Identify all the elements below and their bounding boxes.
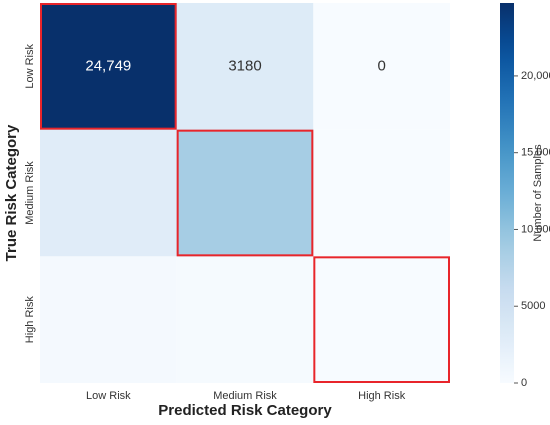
cell [40,129,177,257]
cell [313,129,450,257]
y-axis-title: True Risk Category [3,124,20,261]
x-axis-title: Predicted Risk Category [158,402,332,419]
cell [313,3,450,130]
cell-label: 0 [377,57,385,74]
cell-label: 24,749 [85,57,131,74]
colorbar-tick-label: 10,000 [521,223,550,235]
colorbar-tick-label: 5000 [521,300,545,312]
cell-label: 3180 [228,57,261,74]
x-tick-label: High Risk [358,390,406,402]
cell [176,129,314,257]
colorbar-tick-label: 20,000 [521,70,550,82]
colorbar-tick-label: 15,000 [521,147,550,159]
colorbar-tick-label: 0 [521,377,527,389]
highlight-box [176,129,314,257]
x-tick-label: Low Risk [86,390,131,402]
cell [40,3,177,130]
cell [40,256,177,383]
y-tick-label: High Risk [24,296,36,344]
colorbar [500,3,514,383]
highlight-box [313,256,451,384]
cell [176,256,314,383]
cell [313,256,450,383]
highlight-box [40,3,177,130]
cell [176,3,314,130]
colorbar-title: Number of Samples [532,144,544,242]
x-tick-label: Medium Risk [213,390,277,402]
y-tick-label: Medium Risk [24,161,36,225]
y-tick-label: Low Risk [24,44,36,89]
